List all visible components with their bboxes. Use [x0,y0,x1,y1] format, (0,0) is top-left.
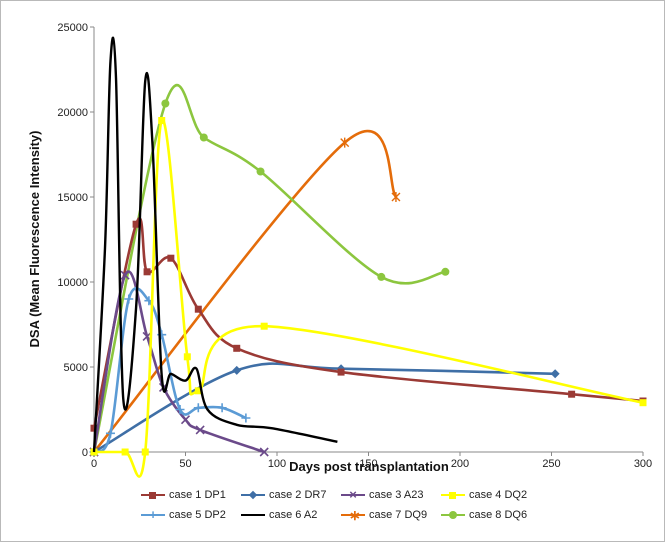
data-point [256,167,265,176]
legend-row: case 1 DP1 case 2 DR7 × case 3 A23 case 4 DQ… [141,485,541,505]
data-point [260,322,268,330]
legend-item: case 8 DQ6 [441,509,533,521]
x-axis-title: Days post transplantation [289,459,449,474]
data-point [175,405,185,414]
y-tick-label: 10000 [57,277,88,289]
series-line [93,286,247,454]
series-case-6-a2 [92,36,338,453]
series-case-1-dp1 [90,217,647,432]
legend: case 1 DP1 case 2 DR7 × case 3 A23 case 4 DQ… [141,485,541,525]
data-point [193,403,203,413]
data-point [194,387,202,395]
series-layer [89,36,647,478]
legend-label: case 4 DQ2 [469,489,528,501]
x-tick-label: 200 [451,458,469,470]
series-case-3-a23 [89,270,269,457]
data-point [233,344,241,352]
axes: 0 5000 10000 15000 20000 25000 0 50 100 150 200 250… [57,22,652,470]
series-case-4-dq2 [90,117,647,478]
x-tick-label: 300 [634,458,652,470]
legend-item: ∗ case 7 DQ9 [341,508,433,522]
data-point [550,369,560,379]
series-line [92,36,338,453]
legend-label: case 8 DQ6 [469,509,528,521]
y-tick-label: 20000 [57,107,88,119]
y-tick-label: 0 [82,447,88,459]
data-point [132,220,140,228]
legend-swatch-icon [241,490,265,500]
legend-item: case 1 DP1 [141,489,233,501]
legend-item: + case 5 DP2 [141,508,233,521]
data-point [141,448,149,456]
x-tick-label: 100 [268,458,286,470]
legend-label: case 7 DQ9 [369,509,428,521]
legend-item: case 6 A2 [241,509,333,521]
data-point [232,365,242,375]
data-point [377,272,386,281]
series-line [92,130,398,453]
legend-label: case 1 DP1 [169,489,226,501]
y-tick-label: 15000 [57,192,88,204]
data-point [124,294,134,304]
data-point [180,415,191,425]
legend-swatch-icon [441,510,465,520]
legend-swatch-icon: × [341,488,365,501]
data-point [199,133,208,142]
legend-swatch-icon [441,490,465,500]
line-chart: 0 5000 10000 15000 20000 25000 0 50 100 150 200 250… [27,22,652,478]
legend-swatch-icon [241,510,265,520]
data-point [143,268,151,276]
y-tick-label: 5000 [64,362,88,374]
data-point [391,192,401,202]
legend-item: case 4 DQ2 [441,489,533,501]
data-point [121,448,129,456]
data-point [340,137,350,148]
data-point [568,390,576,398]
data-point [217,403,227,413]
series-line [93,118,644,478]
data-point [441,267,450,276]
data-point [158,117,166,124]
data-point [120,270,130,280]
legend-item: × case 3 A23 [341,488,433,501]
data-point [337,368,345,376]
data-point [195,425,205,435]
legend-swatch-icon: ∗ [341,508,365,522]
y-axis-title: DSA (Mean Fluorescence Intensity) [27,131,42,348]
data-point [183,353,191,361]
data-point [639,399,647,407]
x-tick-label: 150 [359,458,377,470]
legend-label: case 2 DR7 [269,489,327,501]
legend-label: case 6 A2 [269,509,318,521]
data-point [105,428,115,438]
data-point [167,254,175,262]
legend-label: case 3 A23 [369,489,424,501]
x-tick-label: 50 [179,458,191,470]
x-tick-label: 250 [542,458,560,470]
legend-row: + case 5 DP2 case 6 A2 ∗ case 7 DQ9 case 8 DQ… [141,505,541,525]
data-point [259,447,269,457]
data-point [161,99,170,108]
data-point [194,305,202,313]
legend-swatch-icon [141,490,165,500]
data-point [90,424,98,432]
legend-item: case 2 DR7 [241,489,333,501]
data-point [241,413,251,423]
series-case-5-dp2 [89,286,251,457]
legend-label: case 5 DP2 [169,509,226,521]
y-tick-label: 25000 [57,22,88,34]
x-tick-label: 0 [91,458,97,470]
legend-swatch-icon: + [141,508,165,521]
